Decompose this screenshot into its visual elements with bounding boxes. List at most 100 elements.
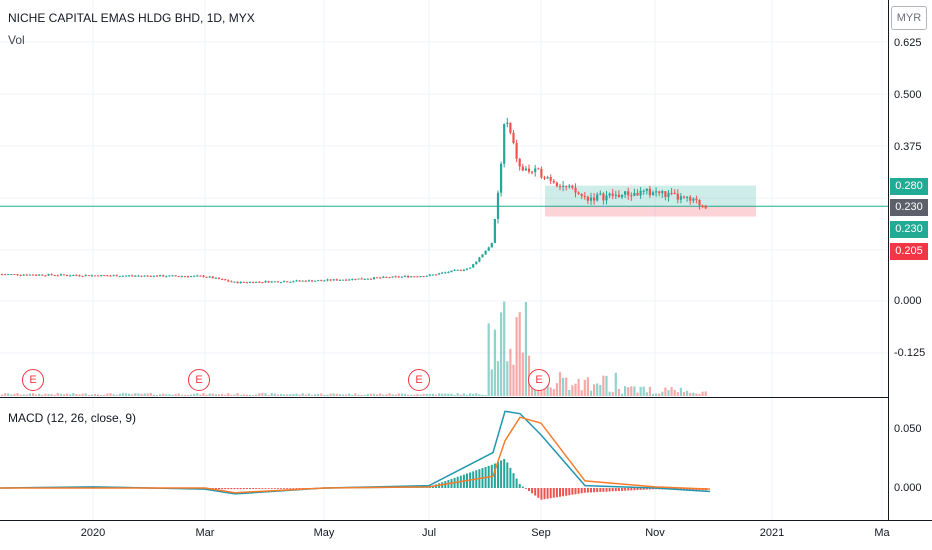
last-price-badge: 0.230 (890, 199, 928, 216)
price-candle (487, 247, 490, 251)
price-candle (484, 250, 487, 255)
earnings-event-marker[interactable]: E (188, 369, 210, 391)
volume-bar (326, 394, 329, 396)
price-candle (128, 275, 131, 277)
macd-histogram-bar (645, 488, 648, 490)
macd-histogram-bar (624, 488, 627, 491)
volume-bar (459, 394, 462, 396)
macd-histogram-bar (280, 488, 282, 489)
volume-bar (75, 394, 78, 396)
price-candle (434, 274, 438, 276)
volume-bar (90, 394, 93, 396)
volume-bar (509, 348, 512, 396)
macd-histogram-bar (571, 488, 574, 495)
volume-bar (208, 393, 211, 396)
volume-bar (484, 394, 487, 396)
macd-histogram-bar (233, 488, 236, 490)
macd-histogram-bar (630, 488, 633, 491)
macd-histogram-bar (614, 488, 617, 492)
price-candle (555, 182, 558, 187)
volume-bar (335, 393, 338, 396)
volume-bar (115, 394, 118, 396)
volume-bar (642, 386, 645, 396)
time-tick: 2020 (80, 527, 106, 539)
volume-bar (518, 312, 521, 396)
volume-bar (487, 323, 490, 396)
volume-bar (469, 393, 472, 396)
price-candle (689, 196, 692, 201)
macd-tick: 0.050 (894, 423, 922, 435)
macd-histogram-bar (227, 488, 230, 490)
volume-bar (478, 394, 481, 396)
earnings-event-marker[interactable]: E (528, 369, 550, 391)
price-candle (636, 192, 639, 196)
price-candle (453, 270, 456, 272)
volume-bar (295, 393, 298, 396)
volume-bar (428, 393, 431, 396)
price-candle (627, 191, 630, 196)
price-candle (704, 205, 707, 209)
price-candle (376, 277, 379, 279)
price-candle (131, 275, 134, 277)
volume-bar (372, 393, 376, 396)
earnings-event-marker[interactable]: E (22, 369, 44, 391)
volume-bar (97, 394, 100, 396)
volume-bar (676, 392, 679, 396)
macd-histogram-bar (552, 488, 555, 498)
price-candle (540, 168, 543, 178)
entry-price-badge: 0.230 (890, 221, 928, 238)
price-candle (552, 180, 555, 183)
price-candle (472, 264, 475, 268)
volume-bar (664, 387, 667, 396)
volume-bar (503, 301, 506, 396)
macd-histogram-bar (292, 488, 295, 489)
volume-bar (391, 394, 394, 396)
volume-bar (419, 394, 422, 396)
volume-bar (16, 393, 19, 396)
price-candle (475, 261, 478, 265)
price-candle (301, 280, 304, 282)
price-candle (124, 275, 128, 277)
macd-histogram-bar (298, 488, 301, 489)
price-candle (419, 276, 422, 278)
volume-bar (648, 386, 651, 396)
price-candle (670, 192, 673, 194)
time-tick: Sep (531, 527, 551, 539)
price-candle (558, 186, 562, 188)
stop-price-badge: 0.205 (890, 243, 928, 260)
volume-bar (366, 394, 369, 396)
price-candle (66, 274, 69, 276)
volume-bar (376, 394, 379, 396)
macd-histogram-bar (295, 488, 298, 489)
price-candle (186, 276, 190, 278)
price-candle (534, 168, 537, 172)
volume-bar (159, 394, 162, 396)
macd-histogram-bar (245, 488, 248, 490)
price-candle (304, 280, 307, 282)
price-candle (35, 274, 38, 276)
price-candle (121, 275, 124, 277)
volume-bar (388, 393, 391, 396)
currency-button[interactable]: MYR (891, 6, 927, 30)
price-candle (115, 275, 118, 277)
price-candle (335, 279, 338, 281)
price-candle (314, 280, 317, 282)
price-candle (580, 194, 583, 197)
price-candle (562, 185, 565, 187)
price-candle (211, 276, 214, 279)
volume-bar (72, 393, 75, 396)
earnings-event-marker[interactable]: E (408, 369, 430, 391)
volume-bar (31, 393, 35, 396)
macd-histogram-bar (543, 488, 546, 500)
volume-bar (193, 393, 196, 396)
volume-bar (413, 394, 416, 396)
volume-bar (134, 393, 137, 396)
price-candle (298, 280, 301, 282)
price-candle (385, 276, 388, 278)
price-candle (44, 275, 47, 277)
macd-histogram-bar (255, 488, 258, 489)
volume-bar (453, 394, 456, 396)
price-candle (159, 275, 162, 277)
volume-bar (481, 394, 484, 396)
